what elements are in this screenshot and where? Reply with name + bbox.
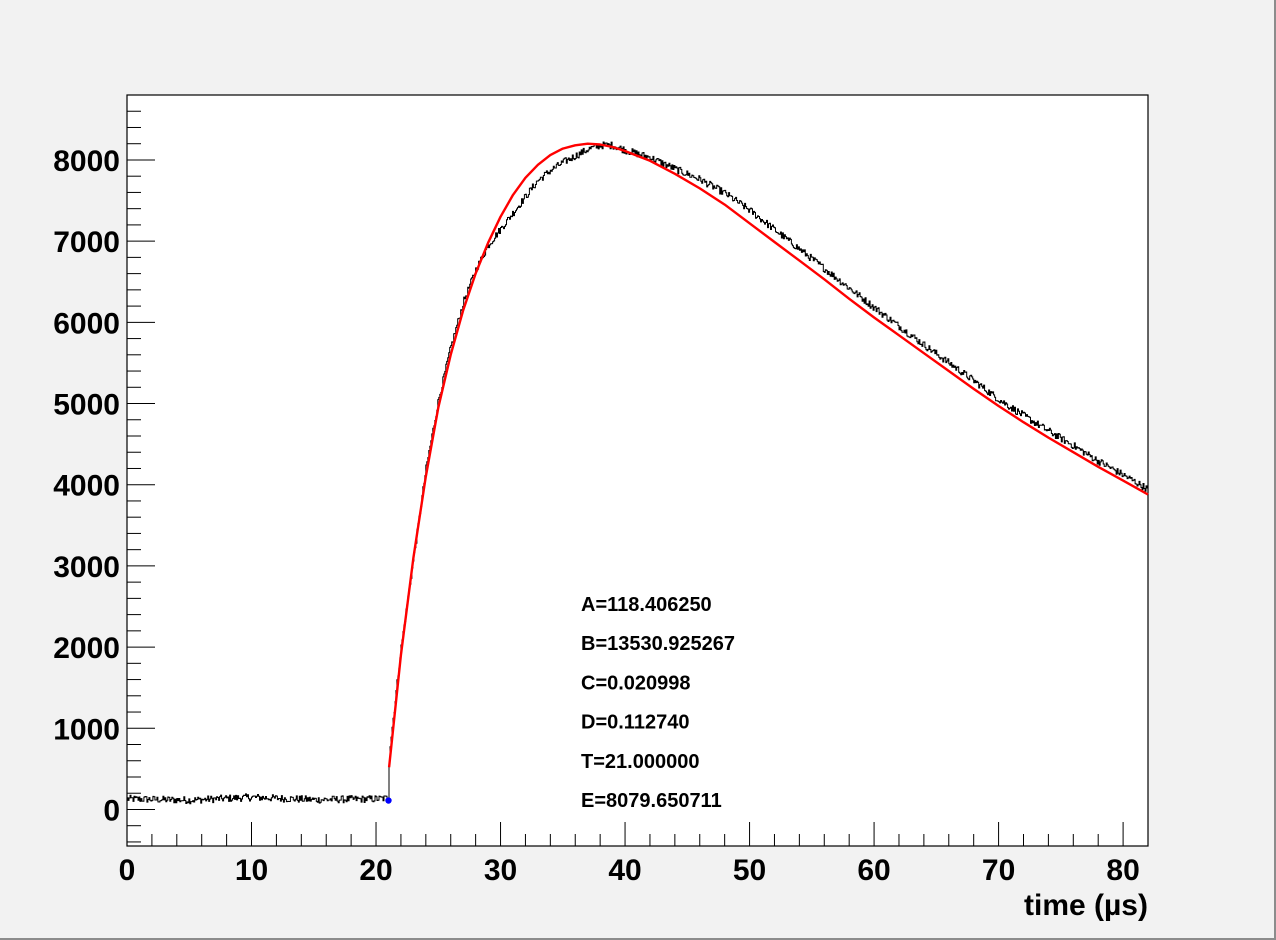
x-tick-label: 70: [982, 854, 1015, 887]
series-layer: [127, 141, 1149, 805]
fit-parameter-label: D=0.112740: [581, 712, 689, 734]
fit-parameter-label: T=21.000000: [581, 751, 699, 773]
y-tick-label: 4000: [53, 470, 120, 503]
y-tick-label: 6000: [53, 307, 120, 340]
fit-parameter-label: C=0.020998: [581, 672, 691, 694]
x-tick-label: 0: [119, 854, 136, 887]
x-axis-title: time (µs): [1024, 889, 1148, 922]
start-marker: [385, 797, 392, 804]
fit-parameter-label: B=13530.925267: [581, 633, 735, 655]
x-tick-label: 40: [608, 854, 641, 887]
x-tick-label: 10: [235, 854, 268, 887]
y-tick-label: 3000: [53, 551, 120, 584]
plot-frame: [126, 94, 1149, 847]
x-tick-label: 30: [484, 854, 517, 887]
y-tick-label: 0: [103, 794, 120, 827]
fit-parameter-label: E=8079.650711: [581, 790, 722, 812]
fit-parameters: A=118.406250 B=13530.925267 C=0.020998 D=0.…: [581, 594, 735, 812]
y-tick-label: 2000: [53, 632, 120, 665]
x-axis: 0 10 20 30 40 50 60 70 80: [119, 822, 1149, 887]
fit-parameter-label: A=118.406250: [581, 594, 712, 616]
y-tick-label: 5000: [53, 389, 120, 422]
x-tick-label: 80: [1106, 854, 1139, 887]
y-tick-label: 7000: [53, 226, 120, 259]
x-tick-label: 60: [857, 854, 890, 887]
fit-series-line: [387, 142, 1149, 768]
data-series-line: [127, 141, 1149, 805]
y-tick-label: 1000: [53, 713, 120, 746]
x-tick-label: 20: [359, 854, 392, 887]
y-tick-label: 8000: [53, 145, 120, 178]
y-axis: 0 1000 2000 3000 4000 5000 6000 7000 8000: [53, 110, 155, 843]
x-tick-label: 50: [733, 854, 766, 887]
